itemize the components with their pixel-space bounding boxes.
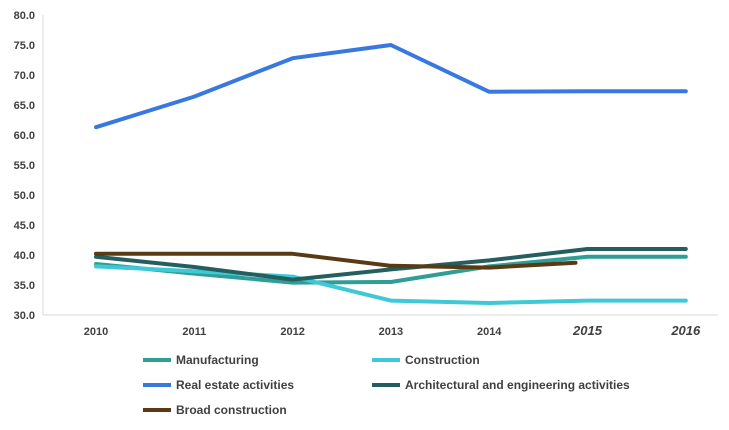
series-line-real-estate-activities bbox=[94, 43, 688, 130]
series-line-manufacturing bbox=[94, 254, 688, 285]
y-tick-label: 55.0 bbox=[14, 160, 35, 172]
series-line-construction bbox=[94, 264, 688, 305]
legend: Manufacturing Construction Real estate act… bbox=[143, 353, 630, 417]
y-tick-label: 30.0 bbox=[14, 310, 35, 322]
legend-label: Construction bbox=[405, 353, 480, 367]
legend-label: Manufacturing bbox=[176, 353, 259, 367]
legend-item-real-estate-activities: Real estate activities bbox=[143, 378, 294, 392]
y-axis-ticks: 30.0 35.0 40.0 45.0 50.0 55.0 60.0 65.0 70.0 75.0… bbox=[14, 10, 35, 322]
y-tick-label: 50.0 bbox=[14, 190, 35, 202]
legend-label: Real estate activities bbox=[176, 378, 294, 392]
x-tick-label: 2010 bbox=[84, 326, 108, 338]
y-tick-label: 65.0 bbox=[14, 100, 35, 112]
x-tick-label: 2013 bbox=[379, 326, 403, 338]
y-tick-label: 60.0 bbox=[14, 130, 35, 142]
y-tick-label: 75.0 bbox=[14, 40, 35, 52]
legend-item-manufacturing: Manufacturing bbox=[143, 353, 259, 367]
series-lines bbox=[94, 43, 688, 305]
y-tick-label: 70.0 bbox=[14, 70, 35, 82]
x-tick-label: 2011 bbox=[182, 326, 206, 338]
series-line-broad-construction bbox=[94, 251, 578, 270]
series-line-architectural-and-engineering-activities bbox=[94, 247, 688, 282]
y-tick-label: 45.0 bbox=[14, 220, 35, 232]
x-tick-label: 2014 bbox=[477, 326, 502, 338]
x-tick-label: 2012 bbox=[280, 326, 304, 338]
y-tick-label: 80.0 bbox=[14, 10, 35, 22]
legend-label: Broad construction bbox=[176, 403, 287, 417]
x-tick-label: 2016 bbox=[670, 323, 701, 338]
legend-item-architectural-and-engineering-activities: Architectural and engineering activities bbox=[372, 378, 630, 392]
legend-item-construction: Construction bbox=[372, 353, 480, 367]
y-tick-label: 35.0 bbox=[14, 280, 35, 292]
legend-item-broad-construction: Broad construction bbox=[143, 403, 287, 417]
legend-label: Architectural and engineering activities bbox=[405, 378, 630, 392]
y-tick-label: 40.0 bbox=[14, 250, 35, 262]
x-tick-label: 2015 bbox=[572, 323, 603, 338]
x-axis-ticks: 2010 2011 2012 2013 2014 2015 2016 bbox=[84, 323, 701, 338]
